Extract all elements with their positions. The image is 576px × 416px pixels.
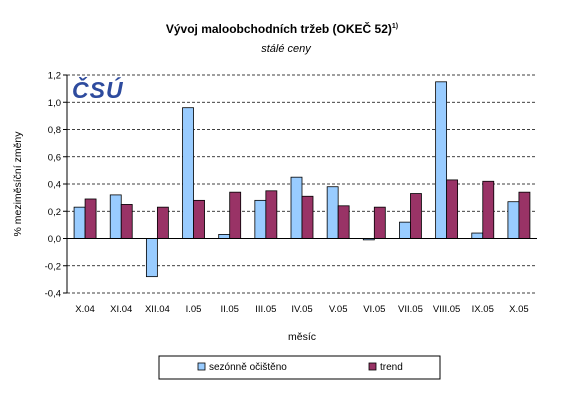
bars	[73, 81, 531, 278]
bar-trend	[518, 191, 531, 239]
csu-logo-text: ČSÚ	[72, 76, 124, 103]
chart-title: Vývoj maloobchodních tržeb (OKEČ 52)1)	[166, 21, 398, 36]
y-tick-label: 0,0	[48, 234, 61, 245]
y-tick-label: 1,0	[48, 98, 61, 109]
x-tick-label: X.05	[509, 304, 529, 315]
legend-label-trend: trend	[380, 362, 403, 373]
x-tick-label: X.04	[75, 304, 95, 315]
y-tick-label: 0,6	[48, 152, 61, 163]
x-ticks: X.04 XI.04 XII.04 I.05 II.05 III.05 IV.05 V.05 V…	[75, 304, 528, 315]
chart-title-text: Vývoj maloobchodních tržeb (OKEČ 52)	[166, 21, 392, 36]
bar-seasonally-adjusted	[254, 199, 267, 239]
chart-subtitle: stálé ceny	[261, 43, 312, 55]
bar-seasonally-adjusted	[73, 206, 86, 239]
y-tick-label: -0,2	[45, 261, 61, 272]
legend: sezónně očištěno trend	[158, 355, 441, 380]
bar-seasonally-adjusted	[145, 238, 158, 278]
bar-trend	[265, 190, 278, 239]
x-tick-label: IX.05	[472, 304, 494, 315]
bar-trend	[373, 206, 386, 239]
bar-seasonally-adjusted	[399, 221, 411, 239]
x-tick-label: IV.05	[291, 304, 312, 315]
x-tick-label: XII.04	[145, 304, 170, 315]
chart-title-footnote: 1)	[392, 23, 398, 30]
y-tick-label: 1,2	[48, 71, 61, 82]
bar-seasonally-adjusted	[182, 107, 194, 239]
x-tick-label: I.05	[186, 304, 202, 315]
x-tick-label: III.05	[255, 304, 276, 315]
y-tick-label: 0,4	[48, 180, 61, 191]
bar-trend	[482, 180, 495, 239]
bar-trend	[193, 199, 205, 239]
bar-seasonally-adjusted	[218, 234, 231, 239]
x-tick-label: II.05	[220, 304, 239, 315]
bar-seasonally-adjusted	[326, 186, 339, 239]
bar-seasonally-adjusted	[290, 176, 303, 239]
legend-swatch-trend	[368, 362, 377, 371]
bar-seasonally-adjusted	[471, 232, 484, 239]
y-ticks: 1,2 1,0 0,8 0,6 0,4 0,2 0,0 -0,2 -0,4	[45, 71, 67, 300]
y-tick-label: 0,2	[48, 207, 61, 218]
x-tick-label: VIII.05	[433, 304, 460, 315]
y-tick-label: -0,4	[45, 289, 61, 300]
x-axis-label: měsíc	[288, 331, 316, 343]
csu-logo: ČSÚ	[72, 76, 124, 103]
bar-trend	[156, 206, 169, 239]
bar-trend	[446, 179, 459, 239]
bar-trend	[84, 198, 97, 239]
bar-trend	[301, 195, 314, 239]
bar-seasonally-adjusted	[435, 81, 448, 239]
bar-seasonally-adjusted	[109, 194, 122, 239]
bar-seasonally-adjusted	[507, 201, 520, 239]
bar-trend	[337, 205, 350, 239]
bar-trend	[120, 204, 133, 239]
x-tick-label: VII.05	[398, 304, 423, 315]
bar-trend	[229, 191, 242, 239]
bar-trend	[410, 193, 422, 239]
legend-swatch-seasonally-adjusted	[197, 362, 206, 371]
legend-label-seasonally-adjusted: sezónně očištěno	[209, 362, 287, 373]
x-tick-label: XI.04	[110, 304, 132, 315]
y-tick-label: 0,8	[48, 125, 61, 136]
x-tick-label: VI.05	[363, 304, 385, 315]
y-axis-label: % meziměsíční změny	[12, 131, 24, 237]
x-tick-label: V.05	[329, 304, 348, 315]
legend-box	[158, 355, 441, 380]
